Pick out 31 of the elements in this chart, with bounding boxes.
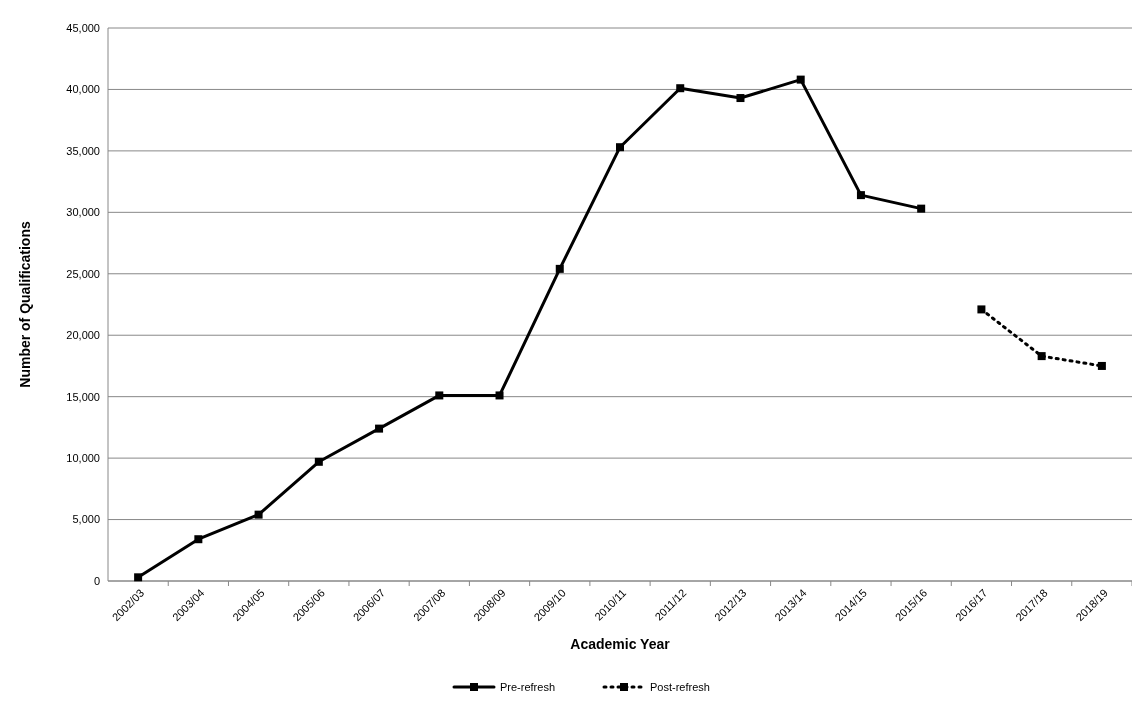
point [254,510,263,519]
point [977,305,986,314]
x-axis-title: Academic Year [570,636,671,652]
point [736,94,745,103]
point [555,264,564,273]
point [194,535,203,544]
point [1097,361,1106,370]
point [676,84,685,93]
point [495,391,504,400]
y-tick-label: 40,000 [66,83,100,96]
y-tick-label: 45,000 [66,21,100,34]
point [796,75,805,84]
point [435,391,444,400]
y-axis-title: Number of Qualifications [17,221,33,388]
point [314,457,323,466]
y-tick-label: 5,000 [72,513,100,526]
legend-label: Post-refresh [650,680,710,693]
y-tick-label: 35,000 [66,144,100,157]
point [1037,352,1046,361]
y-tick-label: 15,000 [66,390,100,403]
y-tick-label: 10,000 [66,451,100,464]
point [375,424,384,433]
y-tick-label: 25,000 [66,267,100,280]
point [917,204,926,213]
y-tick-label: 0 [93,574,100,587]
y-tick-label: 30,000 [66,206,100,219]
point [616,143,624,152]
point [134,573,143,582]
legend-label: Pre-refresh [500,680,556,693]
y-tick-label: 20,000 [66,329,100,342]
point [856,191,865,200]
